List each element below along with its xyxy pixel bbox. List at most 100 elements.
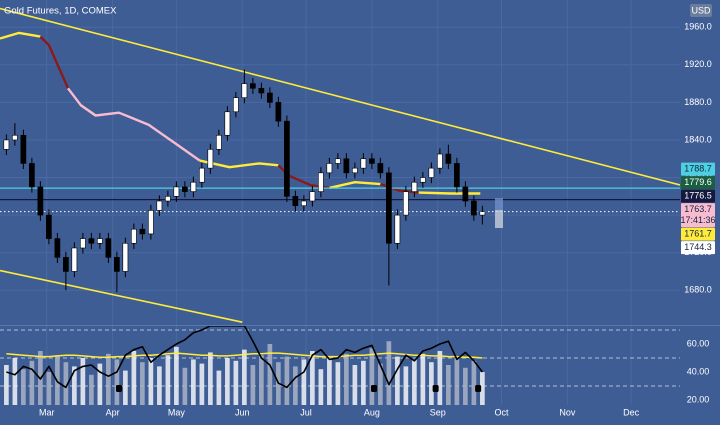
volume-bar	[148, 358, 154, 405]
candle-body	[105, 238, 112, 258]
candle-body	[335, 158, 341, 164]
candle-body	[122, 242, 129, 272]
candle-body	[37, 186, 44, 216]
volume-bar	[369, 348, 375, 405]
indicator-tick-label: 20.00	[687, 394, 710, 404]
indicator-pane	[0, 326, 680, 405]
volume-bar	[12, 358, 18, 405]
candle-body	[369, 158, 375, 164]
x-tick-label: May	[168, 407, 186, 417]
candle-body	[199, 167, 205, 183]
currency-label: USD	[691, 5, 711, 15]
volume-bar	[63, 362, 69, 405]
candle-body	[88, 238, 95, 244]
x-tick-label: Jun	[235, 407, 250, 417]
candle-body	[284, 120, 290, 197]
volume-bar	[89, 374, 94, 405]
candle-body	[207, 149, 214, 169]
volume-bar	[165, 355, 171, 405]
candle-body	[420, 177, 426, 183]
volume-bar	[4, 365, 9, 405]
volume-bar	[335, 362, 341, 405]
price-label-box	[681, 162, 715, 176]
candle-body	[471, 200, 477, 216]
price-label-box	[681, 189, 715, 203]
price-label: 1761.7	[684, 229, 712, 239]
candle-body	[71, 247, 78, 272]
signal-marker	[432, 385, 439, 392]
candle-body	[292, 196, 299, 207]
volume-bar	[446, 365, 451, 405]
candle-body	[343, 158, 350, 174]
volume-bar	[242, 349, 247, 405]
volume-bar	[361, 360, 366, 405]
candle-body	[241, 83, 248, 98]
candle-body	[29, 163, 35, 188]
volume-bar	[157, 366, 162, 405]
candle-body	[182, 186, 188, 192]
candle-body	[437, 153, 443, 169]
volume-bar	[250, 365, 256, 405]
price-label-box	[681, 176, 715, 190]
volume-bar	[463, 367, 468, 405]
volume-bar	[259, 355, 264, 405]
volume-bar	[208, 352, 213, 405]
signal-marker	[371, 385, 377, 392]
candle-body	[63, 257, 69, 272]
moving-average	[67, 87, 201, 162]
trendline	[0, 7, 680, 186]
y-tick-label: 1960.0	[684, 22, 712, 32]
candle-body	[275, 102, 282, 122]
volume-bar	[386, 341, 392, 405]
volume-bar	[352, 365, 358, 405]
volume-bar	[267, 344, 273, 405]
volume-bar	[310, 351, 315, 405]
volume-bar	[123, 370, 128, 405]
volume-bar	[225, 358, 230, 405]
x-tick-label: Apr	[106, 407, 120, 417]
volume-bar	[191, 359, 196, 405]
volume-bar	[114, 359, 120, 405]
price-pane	[0, 7, 680, 323]
y-tick-label: 1880.0	[684, 97, 712, 107]
volume-bar	[378, 363, 383, 405]
candle-body	[12, 134, 18, 141]
indicator-tick-label: 40.00	[687, 366, 710, 376]
candle-body	[326, 163, 333, 174]
candle-body	[20, 134, 27, 164]
candle-body	[114, 257, 120, 272]
candle-body	[250, 83, 256, 89]
candle-body	[173, 186, 180, 197]
candle-body	[479, 211, 486, 216]
volume-average	[6, 352, 483, 359]
position-tool-loss	[495, 210, 503, 228]
candle-body	[267, 92, 273, 103]
candle-body	[428, 167, 435, 178]
volume-bar	[318, 369, 324, 405]
price-label-box	[681, 227, 715, 241]
candle-body	[139, 228, 146, 235]
candle-body	[148, 210, 154, 235]
candle-body	[386, 172, 392, 244]
volume-bar	[437, 351, 443, 405]
candle-body	[258, 87, 265, 94]
candle-body	[165, 196, 171, 202]
candle-body	[377, 163, 384, 174]
volume-bar	[395, 356, 400, 405]
volume-bar	[327, 358, 332, 405]
candle-body	[403, 191, 409, 216]
candle-body	[224, 111, 231, 136]
candle-body	[190, 181, 197, 192]
chart-title: Gold Futures, 1D, COMEX	[4, 6, 117, 17]
volume-bar	[480, 371, 485, 405]
position-tool-profit	[495, 198, 503, 210]
candle-body	[54, 238, 61, 258]
volume-bar	[420, 353, 426, 405]
candle-body	[309, 191, 316, 202]
volume-bar	[131, 351, 137, 405]
currency-badge[interactable]	[690, 4, 712, 17]
volume-bar	[344, 353, 349, 405]
